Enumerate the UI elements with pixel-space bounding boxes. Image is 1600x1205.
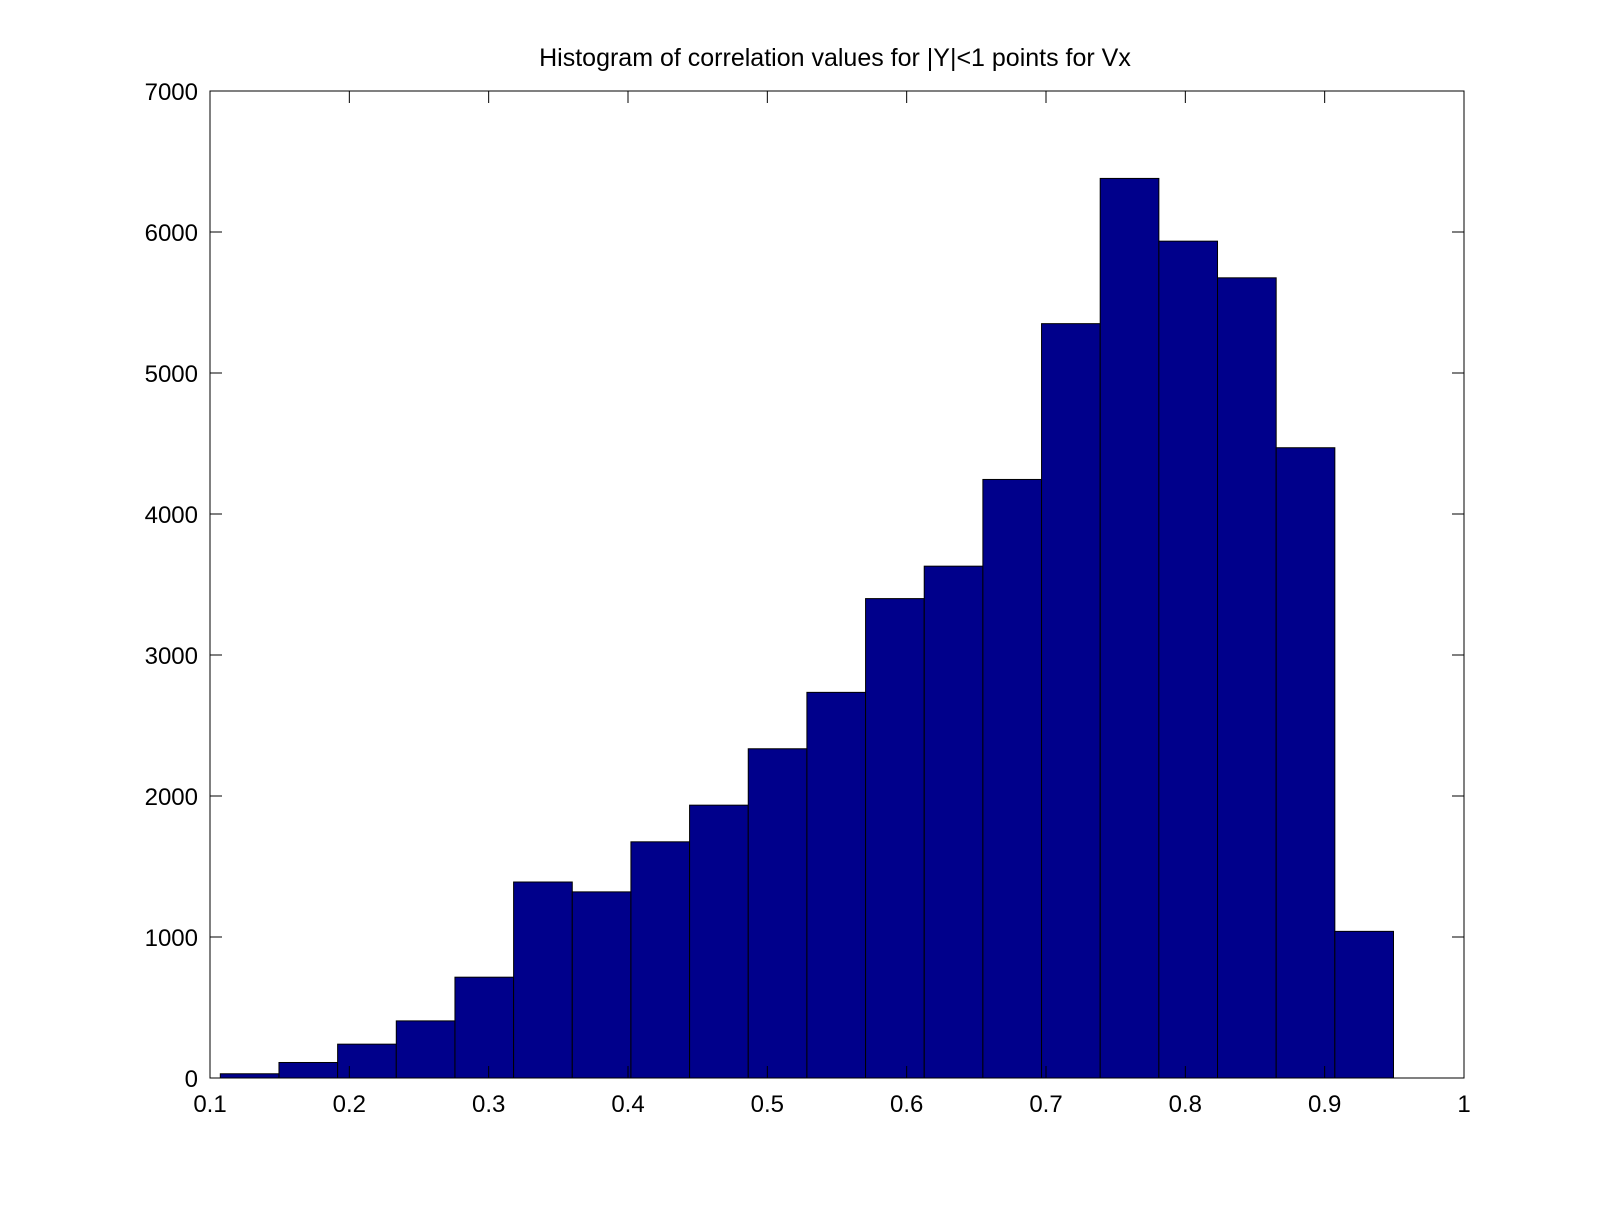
- y-axis-tick-labels: 0 1000 2000 3000 4000 5000 6000 7000: [145, 79, 198, 1093]
- chart-title: Histogram of correlation values for |Y|<…: [539, 44, 1131, 72]
- plot-area-frame: [209, 90, 1465, 1079]
- y-tick-label: 0: [185, 1066, 198, 1093]
- histogram-bar: [278, 1061, 339, 1079]
- histogram-bar: [923, 565, 984, 1079]
- histogram-bar: [982, 478, 1043, 1079]
- x-tick-label: 0.1: [193, 1091, 226, 1118]
- histogram-bars: [219, 177, 1394, 1079]
- y-tick-label: 6000: [145, 220, 198, 247]
- y-tick-label: 7000: [145, 79, 198, 106]
- histogram-bar: [1099, 177, 1160, 1079]
- y-tick-label: 5000: [145, 361, 198, 388]
- x-tick-label: 0.6: [890, 1091, 923, 1118]
- x-tick-label: 0.7: [1029, 1091, 1062, 1118]
- y-tick-label: 3000: [145, 643, 198, 670]
- histogram-bar: [1275, 447, 1336, 1079]
- y-tick-label: 1000: [145, 925, 198, 952]
- histogram-bar: [747, 748, 808, 1079]
- histogram-bar: [571, 891, 632, 1079]
- histogram-bar: [630, 841, 691, 1079]
- x-tick-label: 0.8: [1169, 1091, 1202, 1118]
- histogram-bar: [1041, 323, 1101, 1079]
- histogram-bar: [865, 598, 925, 1079]
- histogram-bar: [1217, 277, 1277, 1079]
- x-tick-label: 0.2: [333, 1091, 366, 1118]
- x-tick-label: 0.5: [751, 1091, 784, 1118]
- x-tick-label: 0.4: [611, 1091, 644, 1118]
- histogram-bar: [337, 1043, 397, 1079]
- axis-ticks: [209, 90, 1465, 1079]
- x-axis-tick-labels: 0.1 0.2 0.3 0.4 0.5 0.6 0.7 0.8 0.9 1: [193, 1091, 1470, 1118]
- y-tick-label: 2000: [145, 784, 198, 811]
- x-tick-label: 0.9: [1308, 1091, 1341, 1118]
- histogram-bar: [689, 804, 749, 1079]
- histogram-bar: [806, 691, 867, 1079]
- histogram-bar: [1334, 930, 1394, 1079]
- histogram-bar: [395, 1020, 456, 1079]
- y-tick-label: 4000: [145, 502, 198, 529]
- histogram-bar: [513, 881, 573, 1079]
- histogram-bar: [219, 1073, 280, 1079]
- histogram-bar: [1158, 240, 1219, 1079]
- histogram-bar: [454, 976, 515, 1079]
- x-tick-label: 1: [1457, 1091, 1470, 1118]
- x-tick-label: 0.3: [472, 1091, 505, 1118]
